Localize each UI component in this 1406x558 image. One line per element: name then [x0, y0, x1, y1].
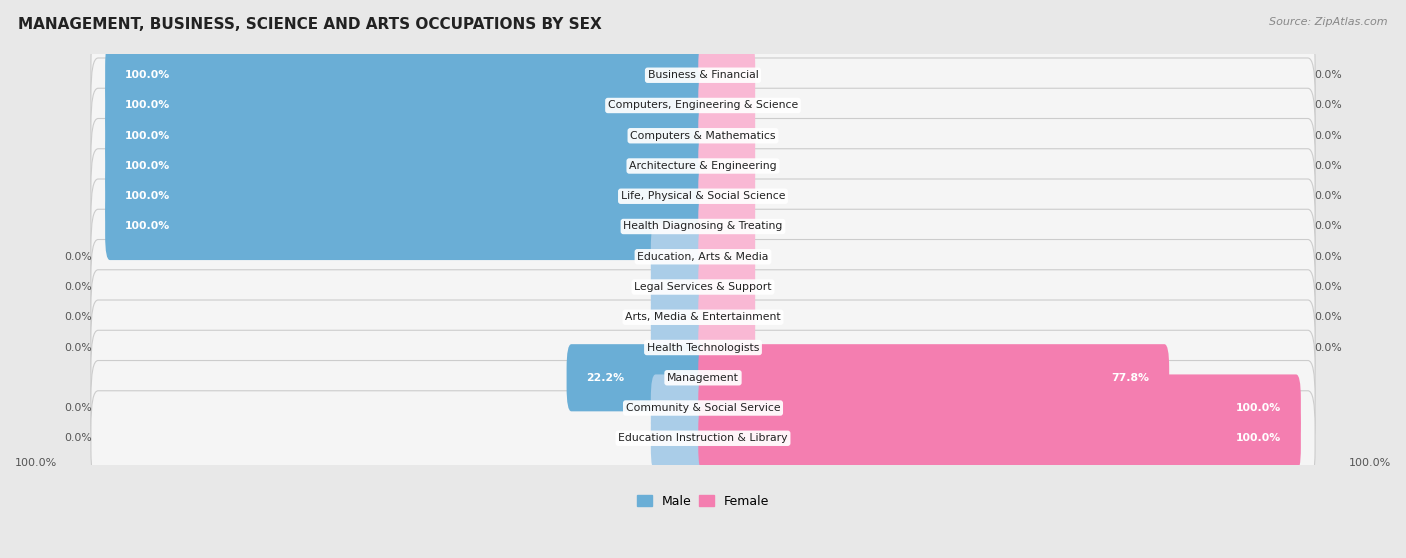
Text: 0.0%: 0.0% — [1313, 343, 1341, 353]
FancyBboxPatch shape — [699, 253, 755, 321]
Text: Computers & Mathematics: Computers & Mathematics — [630, 131, 776, 141]
FancyBboxPatch shape — [105, 102, 707, 169]
FancyBboxPatch shape — [699, 163, 755, 230]
Text: 0.0%: 0.0% — [1313, 312, 1341, 323]
Text: 0.0%: 0.0% — [65, 282, 93, 292]
FancyBboxPatch shape — [699, 193, 755, 260]
FancyBboxPatch shape — [699, 405, 1301, 472]
Text: Legal Services & Support: Legal Services & Support — [634, 282, 772, 292]
FancyBboxPatch shape — [699, 223, 755, 290]
FancyBboxPatch shape — [567, 344, 707, 411]
Text: Computers, Engineering & Science: Computers, Engineering & Science — [607, 100, 799, 110]
FancyBboxPatch shape — [699, 344, 1170, 411]
Text: Life, Physical & Social Science: Life, Physical & Social Science — [621, 191, 785, 201]
FancyBboxPatch shape — [699, 72, 755, 139]
FancyBboxPatch shape — [91, 28, 1315, 123]
FancyBboxPatch shape — [91, 239, 1315, 334]
FancyBboxPatch shape — [651, 314, 707, 381]
Text: 0.0%: 0.0% — [1313, 222, 1341, 232]
Text: Architecture & Engineering: Architecture & Engineering — [630, 161, 776, 171]
FancyBboxPatch shape — [91, 209, 1315, 304]
Text: 0.0%: 0.0% — [65, 433, 93, 443]
FancyBboxPatch shape — [699, 42, 755, 109]
Text: 0.0%: 0.0% — [1313, 131, 1341, 141]
FancyBboxPatch shape — [699, 132, 755, 200]
Text: 0.0%: 0.0% — [1313, 100, 1341, 110]
FancyBboxPatch shape — [651, 374, 707, 441]
Text: Management: Management — [666, 373, 740, 383]
Text: Health Diagnosing & Treating: Health Diagnosing & Treating — [623, 222, 783, 232]
Text: 0.0%: 0.0% — [65, 403, 93, 413]
Text: 100.0%: 100.0% — [15, 458, 58, 468]
Text: 100.0%: 100.0% — [125, 131, 170, 141]
Text: MANAGEMENT, BUSINESS, SCIENCE AND ARTS OCCUPATIONS BY SEX: MANAGEMENT, BUSINESS, SCIENCE AND ARTS O… — [18, 17, 602, 32]
FancyBboxPatch shape — [105, 42, 707, 109]
Text: 100.0%: 100.0% — [125, 191, 170, 201]
FancyBboxPatch shape — [91, 149, 1315, 244]
Text: 100.0%: 100.0% — [125, 70, 170, 80]
Text: Community & Social Service: Community & Social Service — [626, 403, 780, 413]
Text: 0.0%: 0.0% — [1313, 252, 1341, 262]
FancyBboxPatch shape — [651, 223, 707, 290]
Text: Education, Arts & Media: Education, Arts & Media — [637, 252, 769, 262]
FancyBboxPatch shape — [699, 314, 755, 381]
FancyBboxPatch shape — [651, 283, 707, 351]
Text: Education Instruction & Library: Education Instruction & Library — [619, 433, 787, 443]
FancyBboxPatch shape — [91, 179, 1315, 274]
Text: 0.0%: 0.0% — [1313, 161, 1341, 171]
Text: 0.0%: 0.0% — [1313, 282, 1341, 292]
Text: Source: ZipAtlas.com: Source: ZipAtlas.com — [1270, 17, 1388, 27]
Legend: Male, Female: Male, Female — [631, 490, 775, 513]
FancyBboxPatch shape — [91, 330, 1315, 425]
Text: Health Technologists: Health Technologists — [647, 343, 759, 353]
FancyBboxPatch shape — [91, 391, 1315, 486]
Text: 100.0%: 100.0% — [125, 161, 170, 171]
Text: 0.0%: 0.0% — [65, 343, 93, 353]
Text: 100.0%: 100.0% — [1236, 403, 1281, 413]
FancyBboxPatch shape — [105, 132, 707, 200]
Text: Arts, Media & Entertainment: Arts, Media & Entertainment — [626, 312, 780, 323]
Text: 100.0%: 100.0% — [1348, 458, 1391, 468]
Text: 0.0%: 0.0% — [65, 252, 93, 262]
FancyBboxPatch shape — [91, 360, 1315, 455]
FancyBboxPatch shape — [651, 253, 707, 321]
Text: 100.0%: 100.0% — [125, 100, 170, 110]
FancyBboxPatch shape — [699, 283, 755, 351]
FancyBboxPatch shape — [91, 58, 1315, 153]
FancyBboxPatch shape — [91, 300, 1315, 395]
Text: 77.8%: 77.8% — [1112, 373, 1150, 383]
Text: 22.2%: 22.2% — [586, 373, 624, 383]
FancyBboxPatch shape — [699, 102, 755, 169]
FancyBboxPatch shape — [91, 88, 1315, 183]
Text: Business & Financial: Business & Financial — [648, 70, 758, 80]
FancyBboxPatch shape — [105, 163, 707, 230]
FancyBboxPatch shape — [105, 72, 707, 139]
FancyBboxPatch shape — [105, 193, 707, 260]
Text: 100.0%: 100.0% — [125, 222, 170, 232]
FancyBboxPatch shape — [91, 118, 1315, 214]
FancyBboxPatch shape — [699, 374, 1301, 441]
FancyBboxPatch shape — [91, 270, 1315, 365]
Text: 0.0%: 0.0% — [1313, 191, 1341, 201]
Text: 0.0%: 0.0% — [65, 312, 93, 323]
Text: 0.0%: 0.0% — [1313, 70, 1341, 80]
Text: 100.0%: 100.0% — [1236, 433, 1281, 443]
FancyBboxPatch shape — [651, 405, 707, 472]
